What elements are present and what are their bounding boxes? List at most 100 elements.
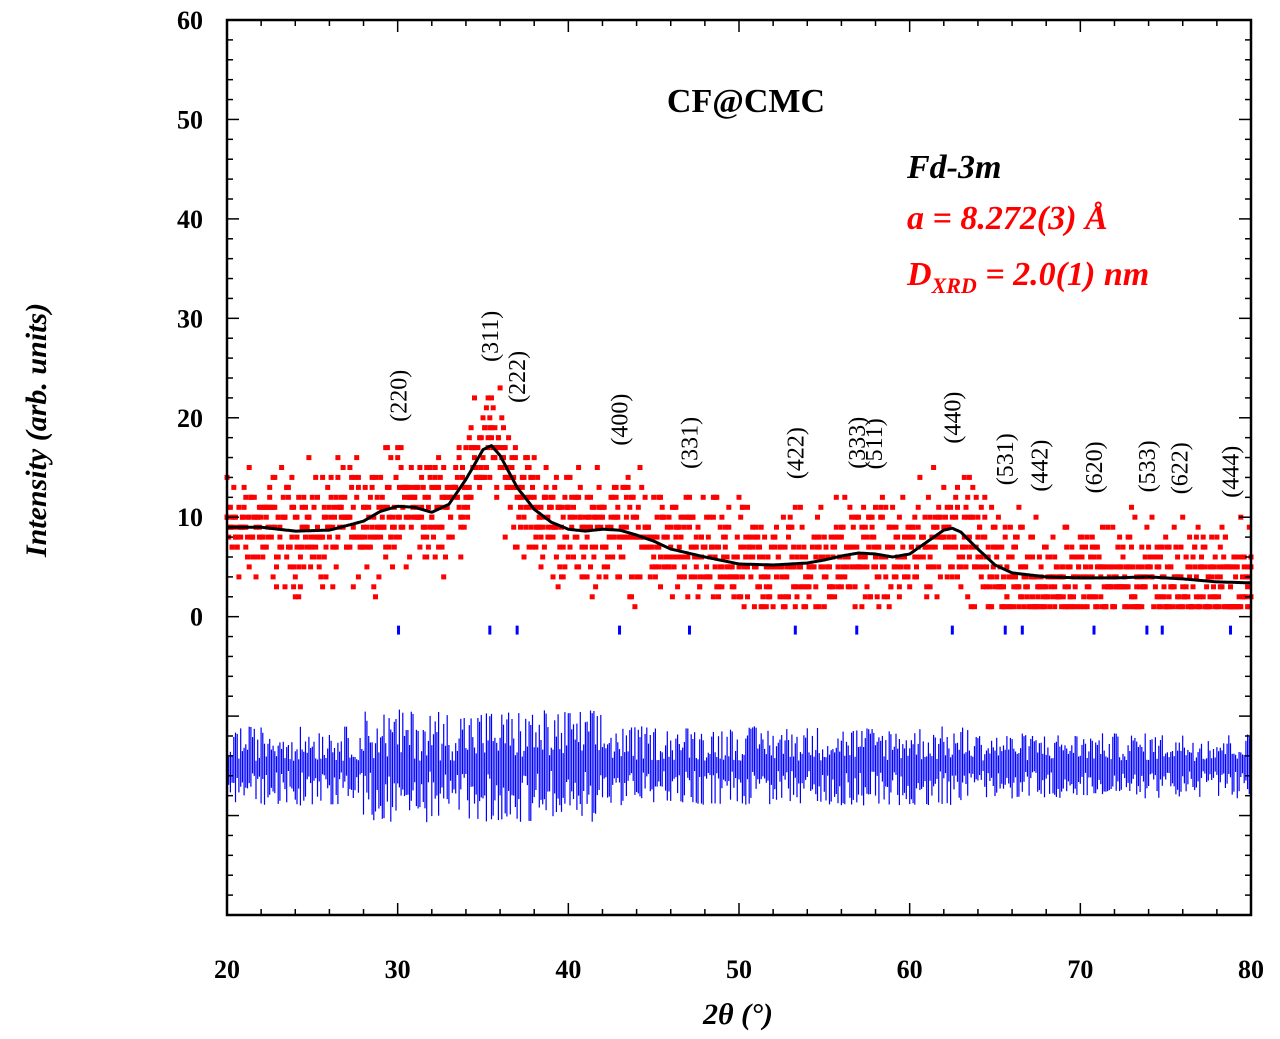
- observed-point: [1234, 564, 1240, 570]
- observed-point: [760, 604, 766, 610]
- observed-point: [966, 534, 972, 540]
- observed-point: [651, 554, 657, 560]
- observed-point: [453, 484, 459, 490]
- observed-point: [656, 564, 662, 570]
- observed-point: [1158, 554, 1163, 560]
- observed-point: [521, 514, 527, 520]
- observed-point: [750, 554, 756, 560]
- observed-point: [849, 514, 855, 520]
- observed-point: [494, 484, 500, 490]
- observed-point: [610, 494, 616, 500]
- observed-point: [789, 554, 795, 560]
- observed-point: [294, 544, 300, 550]
- observed-point: [335, 474, 341, 480]
- observed-point: [1072, 584, 1078, 590]
- observed-point: [724, 554, 730, 560]
- observed-point: [1059, 604, 1065, 610]
- observed-point: [229, 544, 235, 550]
- observed-point: [700, 494, 706, 500]
- observed-point: [1170, 604, 1175, 610]
- observed-point: [666, 514, 672, 520]
- observed-point: [574, 534, 580, 540]
- observed-point: [576, 494, 582, 500]
- observed-point: [1071, 604, 1076, 610]
- observed-point: [463, 484, 469, 490]
- observed-point: [782, 604, 788, 610]
- observed-point: [1100, 524, 1105, 530]
- observed-point: [1211, 564, 1216, 570]
- observed-point: [1166, 544, 1172, 550]
- observed-point: [596, 484, 602, 490]
- observed-point: [1021, 604, 1027, 610]
- observed-point: [731, 584, 737, 590]
- observed-point: [859, 604, 865, 610]
- observed-point: [335, 534, 341, 540]
- observed-point: [658, 584, 663, 590]
- observed-point: [833, 524, 839, 530]
- observed-point: [1115, 544, 1121, 550]
- observed-point: [692, 574, 698, 580]
- observed-point: [1089, 534, 1095, 540]
- observed-point: [405, 484, 411, 490]
- observed-point: [758, 524, 764, 530]
- observed-point: [593, 544, 599, 550]
- observed-point: [1216, 564, 1222, 570]
- observed-point: [738, 594, 744, 600]
- observed-point: [427, 465, 433, 470]
- observed-point: [990, 564, 996, 570]
- observed-point: [499, 415, 505, 421]
- observed-point: [1108, 584, 1114, 590]
- observed-point: [473, 465, 479, 470]
- observed-point: [879, 514, 885, 520]
- observed-point: [796, 544, 802, 550]
- observed-point: [1197, 594, 1203, 600]
- observed-point: [745, 504, 750, 510]
- observed-point: [729, 564, 735, 570]
- observed-point: [1110, 524, 1116, 530]
- observed-point: [886, 524, 892, 530]
- observed-point: [896, 584, 902, 590]
- observed-point: [1163, 534, 1169, 540]
- observed-point: [468, 494, 474, 500]
- observed-point: [1045, 594, 1051, 600]
- observed-point: [391, 524, 397, 530]
- observed-point: [907, 584, 913, 590]
- observed-point: [538, 564, 544, 570]
- observed-point: [1180, 584, 1186, 590]
- observed-point: [1101, 584, 1107, 590]
- observed-point: [350, 584, 356, 590]
- observed-point: [427, 524, 433, 530]
- observed-point: [1212, 594, 1218, 600]
- observed-point: [1016, 604, 1022, 610]
- observed-point: [970, 514, 976, 520]
- observed-point: [680, 554, 686, 560]
- observed-point: [528, 494, 534, 500]
- reflection-label: (331): [678, 417, 704, 469]
- observed-point: [480, 415, 486, 421]
- observed-point: [1207, 594, 1213, 600]
- observed-point: [963, 564, 969, 570]
- observed-point: [1004, 594, 1010, 600]
- observed-point: [245, 554, 250, 560]
- observed-point: [545, 514, 551, 520]
- y-tick-label: 0: [190, 603, 203, 632]
- observed-point: [538, 534, 544, 540]
- observed-point: [285, 494, 291, 500]
- observed-point: [332, 504, 337, 510]
- observed-point: [296, 594, 302, 600]
- observed-point: [635, 504, 641, 510]
- observed-point: [1216, 594, 1222, 600]
- observed-point: [1212, 554, 1218, 560]
- observed-point: [482, 474, 488, 480]
- observed-point: [955, 574, 960, 580]
- observed-point: [910, 534, 916, 540]
- observed-point: [789, 524, 795, 530]
- observed-point: [466, 484, 472, 490]
- y-tick-labels: 0 10 20 30 40 50 60: [177, 6, 203, 632]
- observed-point: [330, 524, 336, 530]
- observed-point: [977, 564, 983, 570]
- observed-point: [432, 465, 438, 470]
- observed-point: [816, 604, 822, 610]
- observed-point: [460, 514, 465, 520]
- observed-point: [922, 514, 928, 520]
